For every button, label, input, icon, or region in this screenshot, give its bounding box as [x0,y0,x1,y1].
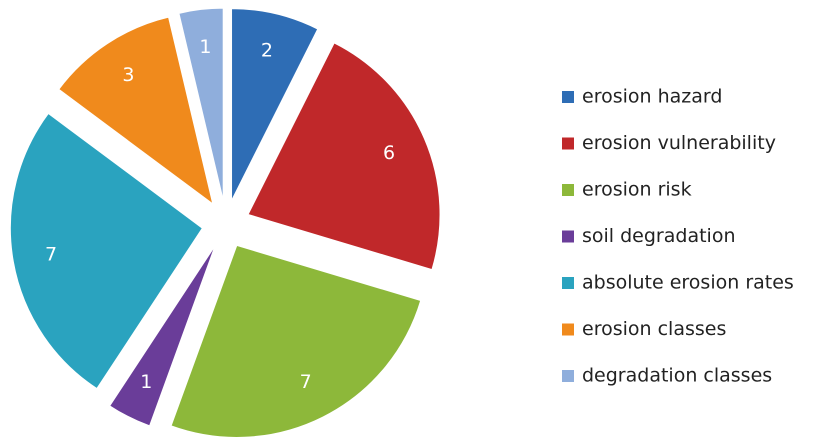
legend-label: erosion risk [582,179,692,201]
legend-label: erosion vulnerability [582,132,776,154]
data-label: 1 [140,371,152,393]
data-label: 3 [122,64,134,86]
legend-swatch [562,370,574,382]
pie-slice [178,7,224,201]
pie-slice [58,16,214,206]
pie-slice [231,8,319,201]
legend-label: erosion classes [582,318,726,340]
legend-label: erosion hazard [582,86,722,108]
pie-slice [109,245,216,427]
legend-swatch [562,323,574,336]
data-label: 6 [383,142,395,164]
data-label: 7 [45,243,57,265]
legend-swatch [562,277,574,289]
legend-label: degradation classes [582,365,772,387]
legend-swatch [562,230,574,243]
pie-slice [247,42,441,271]
legend-label: soil degradation [582,225,735,247]
data-label: 1 [199,36,211,58]
legend-swatch [562,91,574,103]
pie-slice [9,112,204,390]
legend-swatch [562,137,574,150]
pie-slice [170,244,422,438]
data-label: 2 [261,40,273,62]
data-label: 7 [300,371,312,393]
legend-swatch [562,184,574,196]
legend-label: absolute erosion rates [582,272,794,294]
